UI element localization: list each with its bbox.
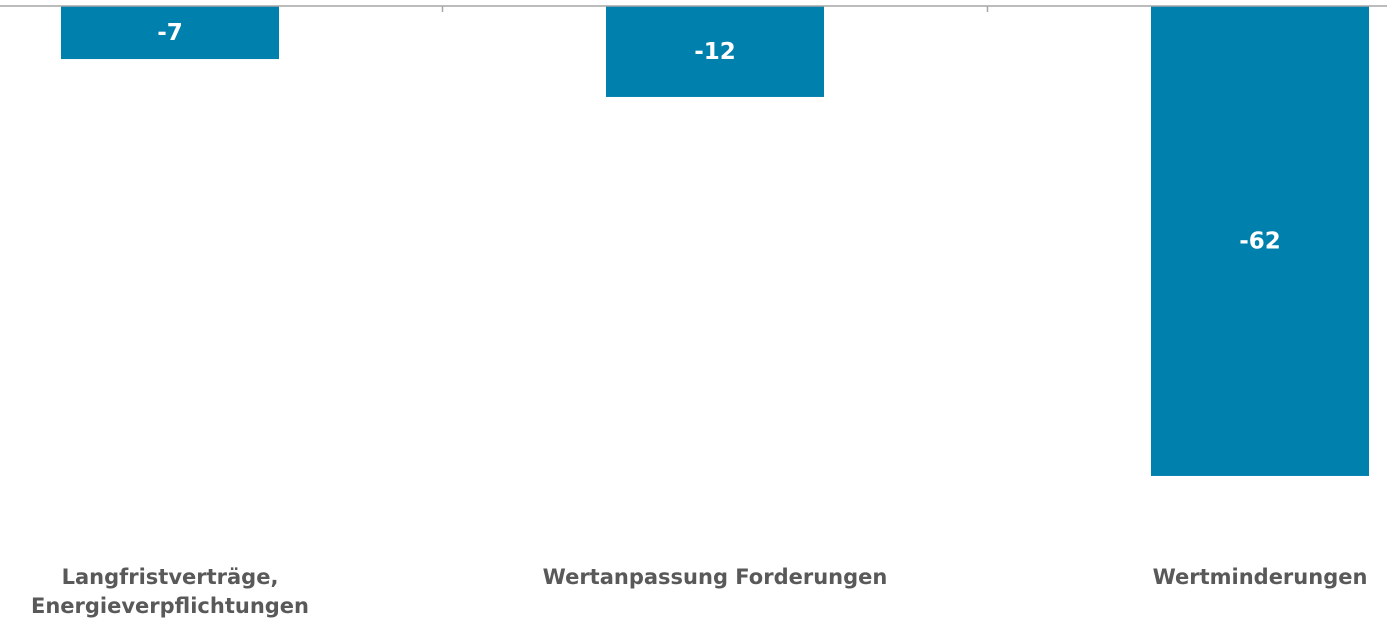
bar [606, 6, 824, 97]
value-label: -62 [1239, 228, 1281, 254]
x-tick-label: Wertminderungen [1152, 565, 1368, 589]
x-tick-label: Langfristverträge, Energieverpflichtunge… [30, 565, 309, 618]
bar [61, 6, 279, 60]
value-label: -7 [157, 20, 183, 46]
value-label: -12 [694, 39, 736, 65]
bar [1151, 6, 1369, 476]
x-tick-label: Wertanpassung Forderungen [542, 565, 888, 589]
